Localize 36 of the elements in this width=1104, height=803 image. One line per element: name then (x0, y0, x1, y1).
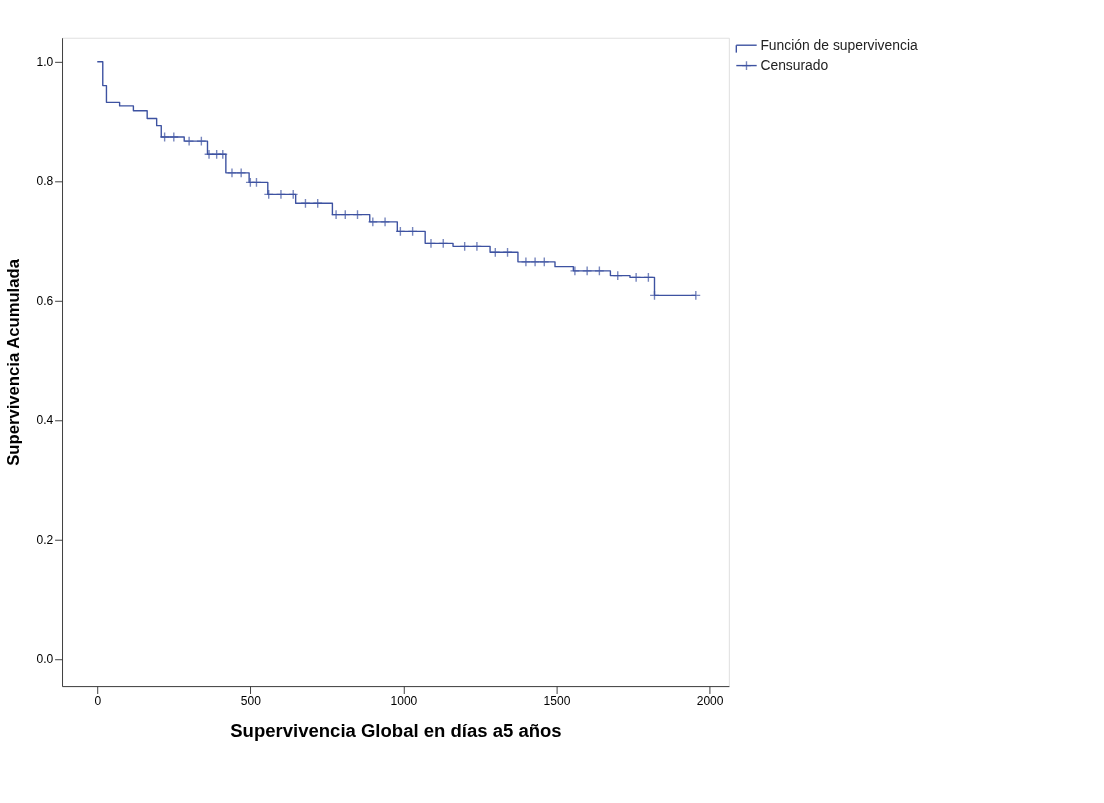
x-tick-label: 1000 (390, 694, 418, 709)
point (236, 167, 247, 178)
point (168, 131, 179, 143)
legend-label: Censurado (760, 57, 829, 74)
point (159, 131, 170, 143)
x-axis-title: Supervivencia Global en días a5 años (230, 719, 562, 741)
y-tick-label: 1.0 (36, 54, 54, 69)
point (539, 256, 550, 267)
x-tick-label: 2000 (696, 694, 724, 709)
y-tick-label: 0.8 (36, 174, 54, 189)
point (569, 265, 580, 276)
point (582, 265, 593, 276)
point (425, 238, 437, 249)
point (330, 209, 342, 220)
legend-label: Función de supervivencia (760, 36, 919, 53)
point (631, 272, 642, 283)
point (196, 136, 207, 147)
point (367, 216, 378, 227)
point (275, 189, 287, 200)
point (203, 149, 215, 160)
point (379, 216, 391, 227)
point (520, 256, 531, 267)
point (594, 265, 605, 276)
x-tick-label: 1500 (543, 694, 571, 709)
point (530, 256, 541, 267)
x-tick-label: 500 (240, 694, 262, 709)
point (226, 167, 238, 178)
x-tick-label: 0 (94, 694, 102, 709)
point (690, 290, 701, 301)
y-axis-title: Supervivencia Acumulada (3, 258, 23, 466)
y-tick-label: 0.2 (36, 532, 54, 547)
point (471, 241, 483, 252)
y-tick-label: 0.0 (36, 652, 54, 667)
y-tick-label: 0.6 (36, 293, 54, 308)
point (184, 136, 195, 147)
y-tick-label: 0.4 (36, 413, 54, 428)
